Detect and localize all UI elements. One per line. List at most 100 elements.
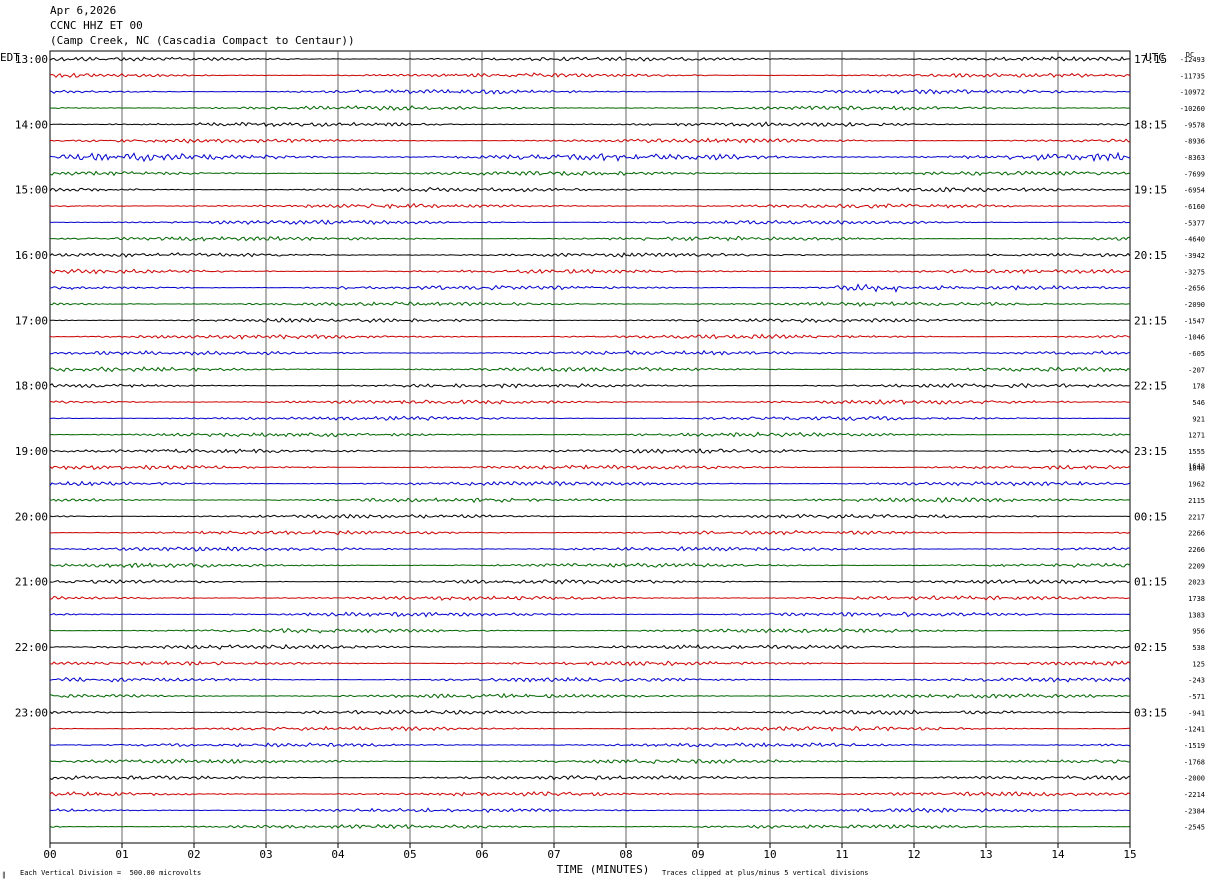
- x-tick-label: 08: [619, 848, 632, 861]
- dc-offset-label: 1840: [1188, 464, 1205, 472]
- left-hour-label: 21:00: [15, 576, 48, 589]
- right-hour-label: 03:15: [1134, 706, 1167, 719]
- seismic-trace: [49, 399, 1131, 405]
- seismic-trace: [49, 578, 1131, 585]
- dc-header-label: DC: [1186, 51, 1194, 59]
- left-hour-label: 19:00: [15, 445, 48, 458]
- dc-offset-label: -6160: [1184, 203, 1205, 211]
- x-tick-label: 12: [907, 848, 920, 861]
- seismic-trace: [49, 562, 1131, 569]
- plot-grid: [49, 50, 1131, 848]
- clip-note: Traces clipped at plus/minus 5 vertical …: [662, 869, 869, 877]
- dc-offset-label: -4640: [1184, 236, 1205, 244]
- seismic-trace: [49, 137, 1131, 144]
- right-hour-label: 02:15: [1134, 641, 1167, 654]
- seismic-trace: [49, 513, 1131, 519]
- dc-offset-label: 1383: [1188, 611, 1205, 619]
- seismic-trace: [49, 170, 1131, 177]
- x-tick-label: 07: [547, 848, 560, 861]
- dc-offset-label: -3275: [1184, 268, 1205, 276]
- left-hour-label: 17:00: [15, 314, 48, 327]
- x-tick-label: 09: [691, 848, 704, 861]
- dc-offset-label: 538: [1192, 644, 1205, 652]
- label-group: 00 01 02 03 04 05 06 07 08 09 10 11 12 13 14 15 -12493 13…: [15, 53, 1205, 861]
- x-tick-label: 02: [187, 848, 200, 861]
- dc-offset-label: -1046: [1184, 334, 1205, 342]
- dc-offset-label: 956: [1192, 628, 1205, 636]
- right-hour-label: 20:15: [1134, 249, 1167, 262]
- left-hour-label: 15:00: [15, 184, 48, 197]
- dc-offset-label: 125: [1192, 660, 1205, 668]
- left-hour-label: 16:00: [15, 249, 48, 262]
- vertical-scale-note: Each Vertical Division = 500.00 microvol…: [20, 869, 201, 877]
- seismic-trace: [49, 627, 1131, 634]
- dc-offset-label: -9578: [1184, 121, 1205, 129]
- seismic-trace: [49, 382, 1131, 389]
- seismic-trace: [49, 268, 1131, 275]
- seismic-trace: [49, 823, 1131, 830]
- dc-offset-label: -6954: [1184, 187, 1205, 195]
- seismic-trace: [49, 692, 1131, 699]
- corner-mark: ∥: [2, 871, 6, 879]
- seismic-trace: [49, 202, 1131, 210]
- right-hour-label: 21:15: [1134, 314, 1167, 327]
- seismic-trace: [49, 643, 1131, 650]
- x-tick-label: 06: [475, 848, 488, 861]
- dc-offset-label: 2023: [1188, 579, 1205, 587]
- seismic-trace: [49, 529, 1131, 536]
- seismic-trace: [49, 151, 1131, 163]
- seismic-trace: [49, 186, 1131, 193]
- x-tick-label: 01: [115, 848, 128, 861]
- seismic-trace: [49, 496, 1131, 504]
- overprint-label: 1643: [1188, 462, 1205, 470]
- left-hour-label: 22:00: [15, 641, 48, 654]
- seismic-trace: [49, 660, 1131, 667]
- seismic-trace: [49, 775, 1131, 781]
- plot-date: Apr 6,2026: [50, 4, 117, 17]
- dc-offset-label: -3942: [1184, 252, 1205, 260]
- right-timezone-label: UTC: [1145, 51, 1165, 64]
- dc-offset-label: -605: [1188, 350, 1205, 358]
- seismic-trace: [49, 709, 1131, 716]
- dc-offset-label: -2214: [1184, 791, 1205, 799]
- x-tick-label: 00: [43, 848, 56, 861]
- seismic-trace: [49, 317, 1131, 324]
- dc-offset-label: -11735: [1180, 72, 1205, 80]
- seismic-trace: [49, 725, 1131, 732]
- dc-offset-label: -5377: [1184, 219, 1205, 227]
- dc-offset-label: 2115: [1188, 497, 1205, 505]
- left-hour-label: 13:00: [15, 53, 48, 66]
- dc-offset-label: -941: [1188, 709, 1205, 717]
- dc-offset-label: 546: [1192, 399, 1205, 407]
- dc-offset-label: -10260: [1180, 105, 1205, 113]
- seismic-trace: [49, 431, 1131, 438]
- dc-offset-label: 2217: [1188, 513, 1205, 521]
- x-axis-title: TIME (MINUTES): [557, 863, 650, 876]
- dc-offset-label: -2090: [1184, 301, 1205, 309]
- dc-offset-label: 178: [1192, 383, 1205, 391]
- dc-offset-label: -8936: [1184, 138, 1205, 146]
- right-hour-label: 22:15: [1134, 380, 1167, 393]
- seismic-trace: [49, 790, 1131, 797]
- x-tick-label: 05: [403, 848, 416, 861]
- dc-offset-label: 2266: [1188, 530, 1205, 538]
- seismic-trace: [49, 595, 1131, 601]
- dc-offset-label: 2209: [1188, 562, 1205, 570]
- seismic-trace: [49, 546, 1131, 552]
- dc-offset-label: 1738: [1188, 595, 1205, 603]
- seismic-trace: [49, 252, 1131, 258]
- dc-offset-label: 1271: [1188, 432, 1205, 440]
- trace-group: [49, 56, 1131, 830]
- dc-offset-label: -1519: [1184, 742, 1205, 750]
- seismic-trace: [49, 219, 1131, 226]
- x-tick-label: 14: [1051, 848, 1065, 861]
- seismic-trace: [49, 88, 1131, 95]
- x-tick-label: 04: [331, 848, 345, 861]
- seismic-trace: [49, 72, 1131, 79]
- plot-frame: [49, 50, 1131, 844]
- dc-offset-label: 921: [1192, 415, 1205, 423]
- right-hour-label: 18:15: [1134, 118, 1167, 131]
- seismic-trace: [49, 121, 1131, 128]
- dc-offset-label: -1241: [1184, 726, 1205, 734]
